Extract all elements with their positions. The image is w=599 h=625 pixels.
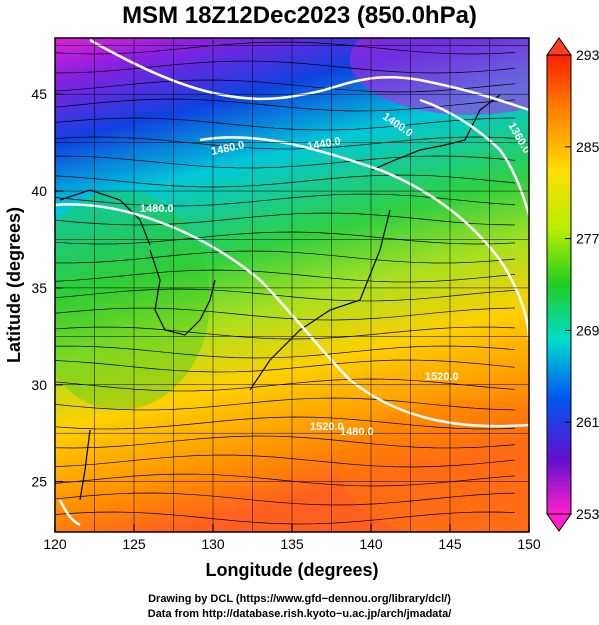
contour-label: 1520.0	[310, 421, 344, 433]
coastlines	[59, 94, 501, 501]
footer-credit-data: Data from http://database.rish.kyoto−u.a…	[147, 608, 452, 620]
streamline	[55, 155, 516, 169]
green-region	[55, 190, 210, 410]
streamline	[55, 307, 516, 321]
x-tick-label: 140	[359, 536, 383, 552]
streamline	[55, 250, 516, 264]
streamline	[55, 397, 516, 411]
contour-label: 1520.0	[425, 371, 459, 383]
map-title: MSM 18Z12Dec2023 (850.0hPa)	[122, 2, 477, 29]
streamline	[55, 212, 516, 226]
colorbar-bottom-arrow	[546, 513, 572, 532]
footer-credit-drawing: Drawing by DCL (https://www.gfd−dennou.o…	[148, 593, 451, 605]
y-tick-label: 30	[31, 377, 47, 393]
streamline	[55, 416, 516, 430]
streamline	[55, 345, 516, 359]
colorbar-tick-label: 293	[576, 47, 599, 63]
y-tick-label: 35	[31, 280, 47, 296]
streamline	[55, 326, 516, 340]
y-tick-label: 25	[31, 474, 47, 490]
streamline	[55, 174, 516, 188]
colorbar-tick-label: 261	[576, 414, 599, 430]
streamline	[55, 359, 516, 373]
x-tick-label: 125	[122, 536, 146, 552]
colorbar-tick-label: 269	[576, 322, 599, 338]
x-tick-label: 145	[438, 536, 462, 552]
x-tick-label: 150	[517, 536, 541, 552]
axes: 120 125 130 135 140 145 150 25 30 35 40 45	[31, 86, 540, 552]
colorbar-tick-label: 253	[576, 506, 599, 522]
height-contours	[55, 38, 529, 527]
y-tick-label: 40	[31, 183, 47, 199]
streamline	[55, 473, 516, 487]
contour-label: 1480.0	[140, 203, 174, 215]
colorbar-top-arrow	[546, 37, 572, 56]
colorbar-tick-label: 285	[576, 139, 599, 155]
streamline	[55, 492, 516, 506]
streamline	[55, 454, 516, 468]
y-axis-label: Latitude (degrees)	[4, 207, 24, 363]
streamline	[55, 435, 516, 449]
streamline	[55, 231, 516, 245]
x-tick-label: 130	[201, 536, 225, 552]
streamline	[55, 60, 516, 74]
colorbar: 293 285 277 269 261 253	[546, 37, 599, 532]
contour-label: 1440.0	[306, 135, 341, 153]
x-tick-label: 120	[43, 536, 67, 552]
streamline	[55, 378, 516, 392]
y-tick-label: 45	[31, 86, 47, 102]
colorbar-tick-label: 277	[576, 231, 599, 247]
streamline	[55, 511, 516, 525]
x-tick-label: 135	[280, 536, 304, 552]
streamline	[55, 117, 516, 131]
x-axis-label: Longitude (degrees)	[205, 560, 378, 580]
streamline	[55, 269, 516, 283]
colorbar-body	[546, 54, 572, 515]
streamline	[55, 136, 516, 150]
streamline	[55, 79, 516, 93]
contour-label: 1480.0	[340, 426, 374, 438]
